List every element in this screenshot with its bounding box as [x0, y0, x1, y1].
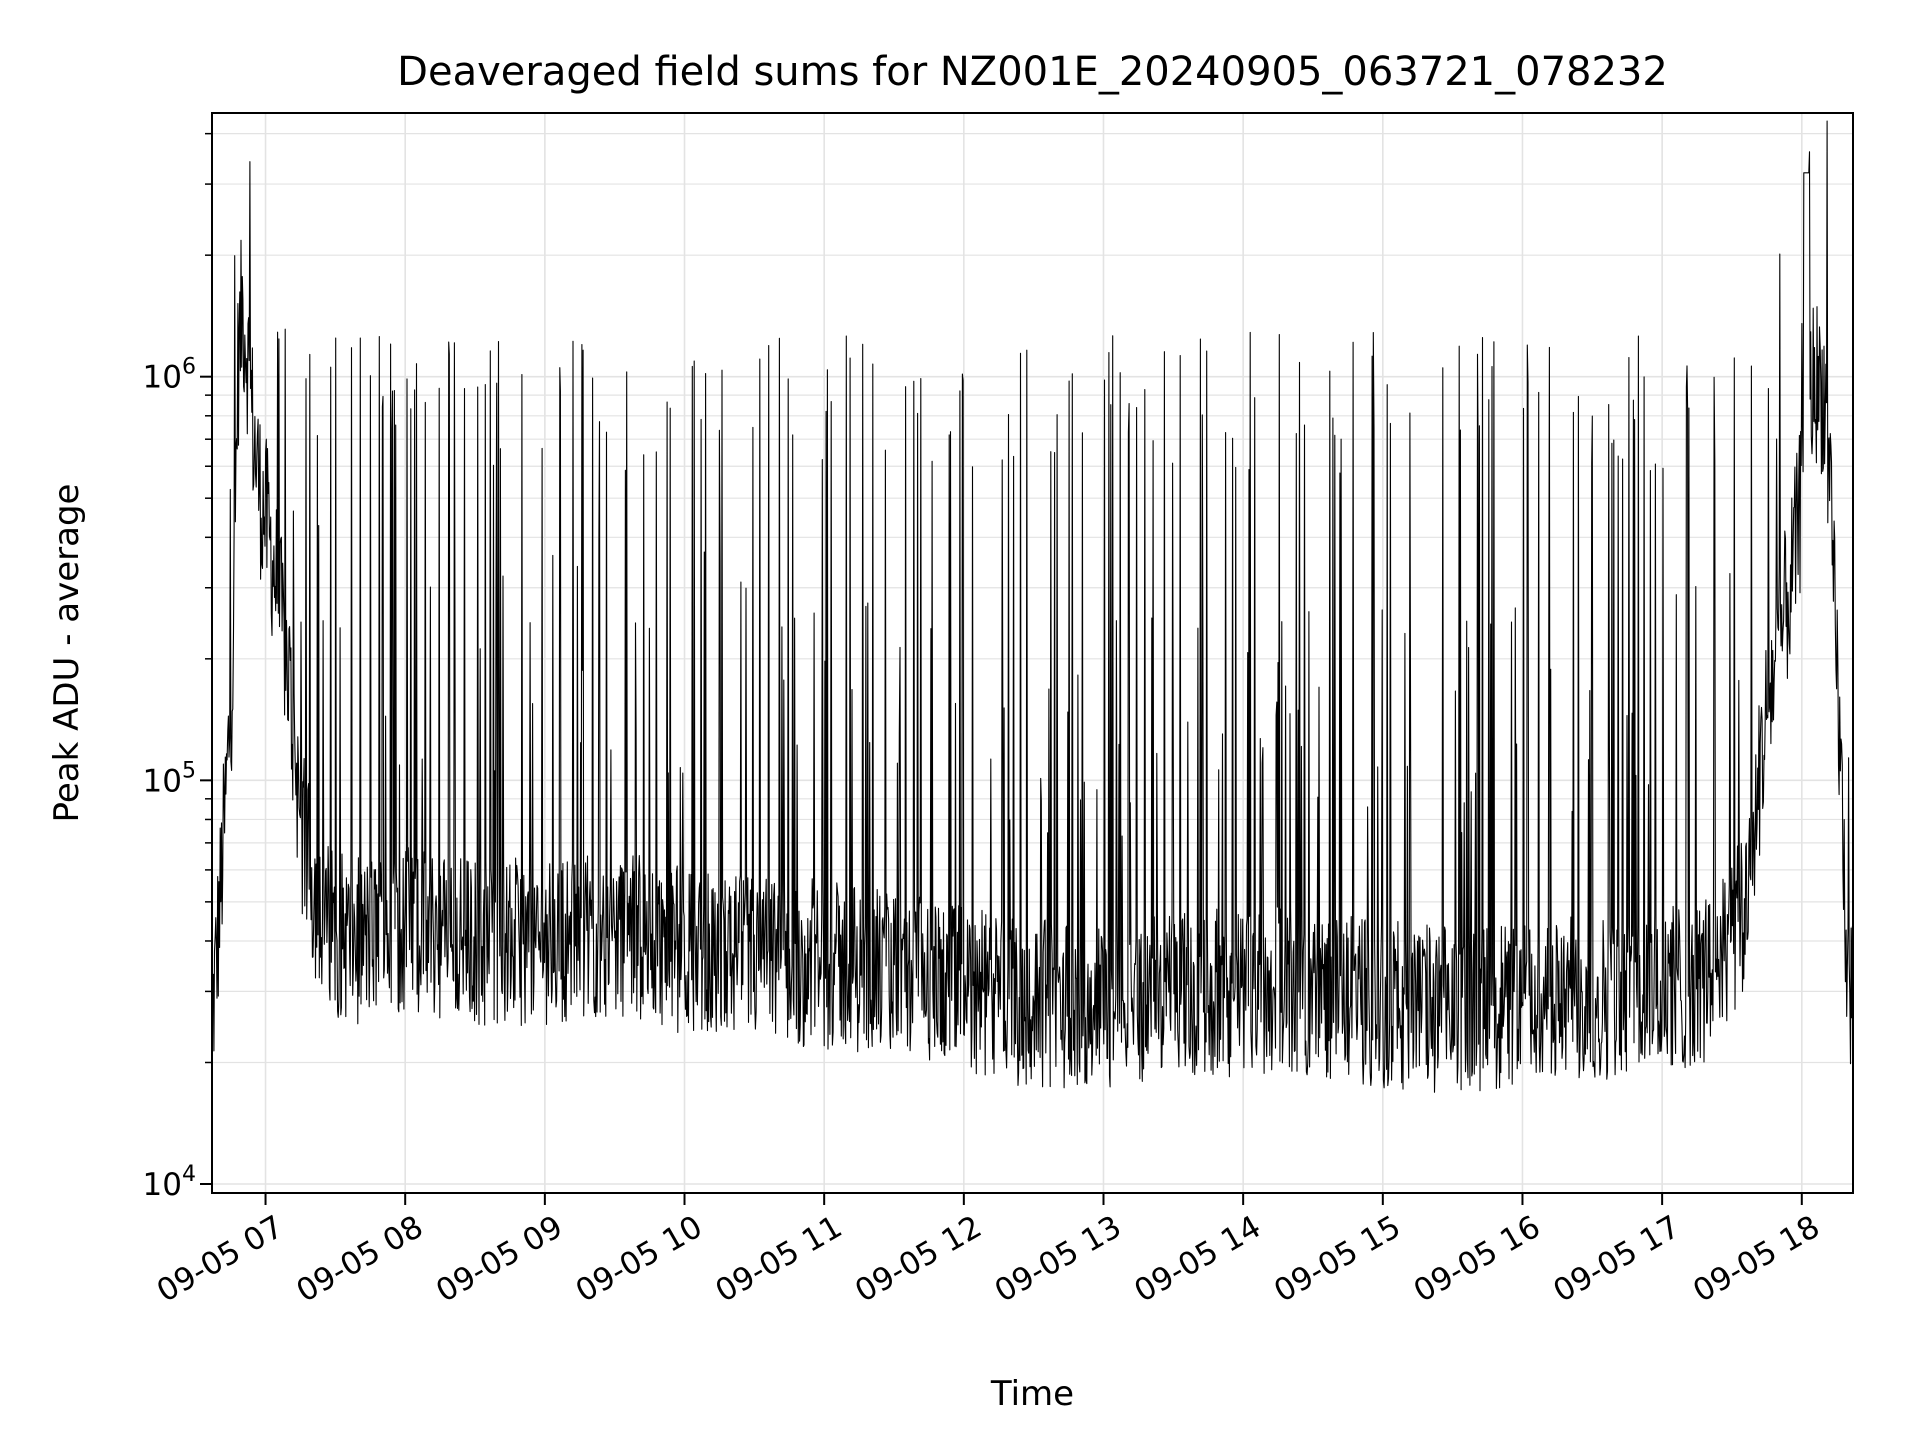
y-tick-label: 105 — [143, 758, 196, 799]
y-tick-label: 104 — [143, 1162, 196, 1203]
series-line — [211, 120, 1854, 1093]
plot-frame — [211, 112, 1854, 1194]
y-axis: 104 105 106 — [143, 132, 212, 1203]
y-tick-label: 106 — [143, 355, 196, 396]
y-axis-title: Peak ADU - average — [47, 484, 87, 823]
chart-title: Deaveraged field sums for NZ001E_2024090… — [397, 49, 1668, 95]
x-axis-title: Time — [990, 1374, 1074, 1414]
